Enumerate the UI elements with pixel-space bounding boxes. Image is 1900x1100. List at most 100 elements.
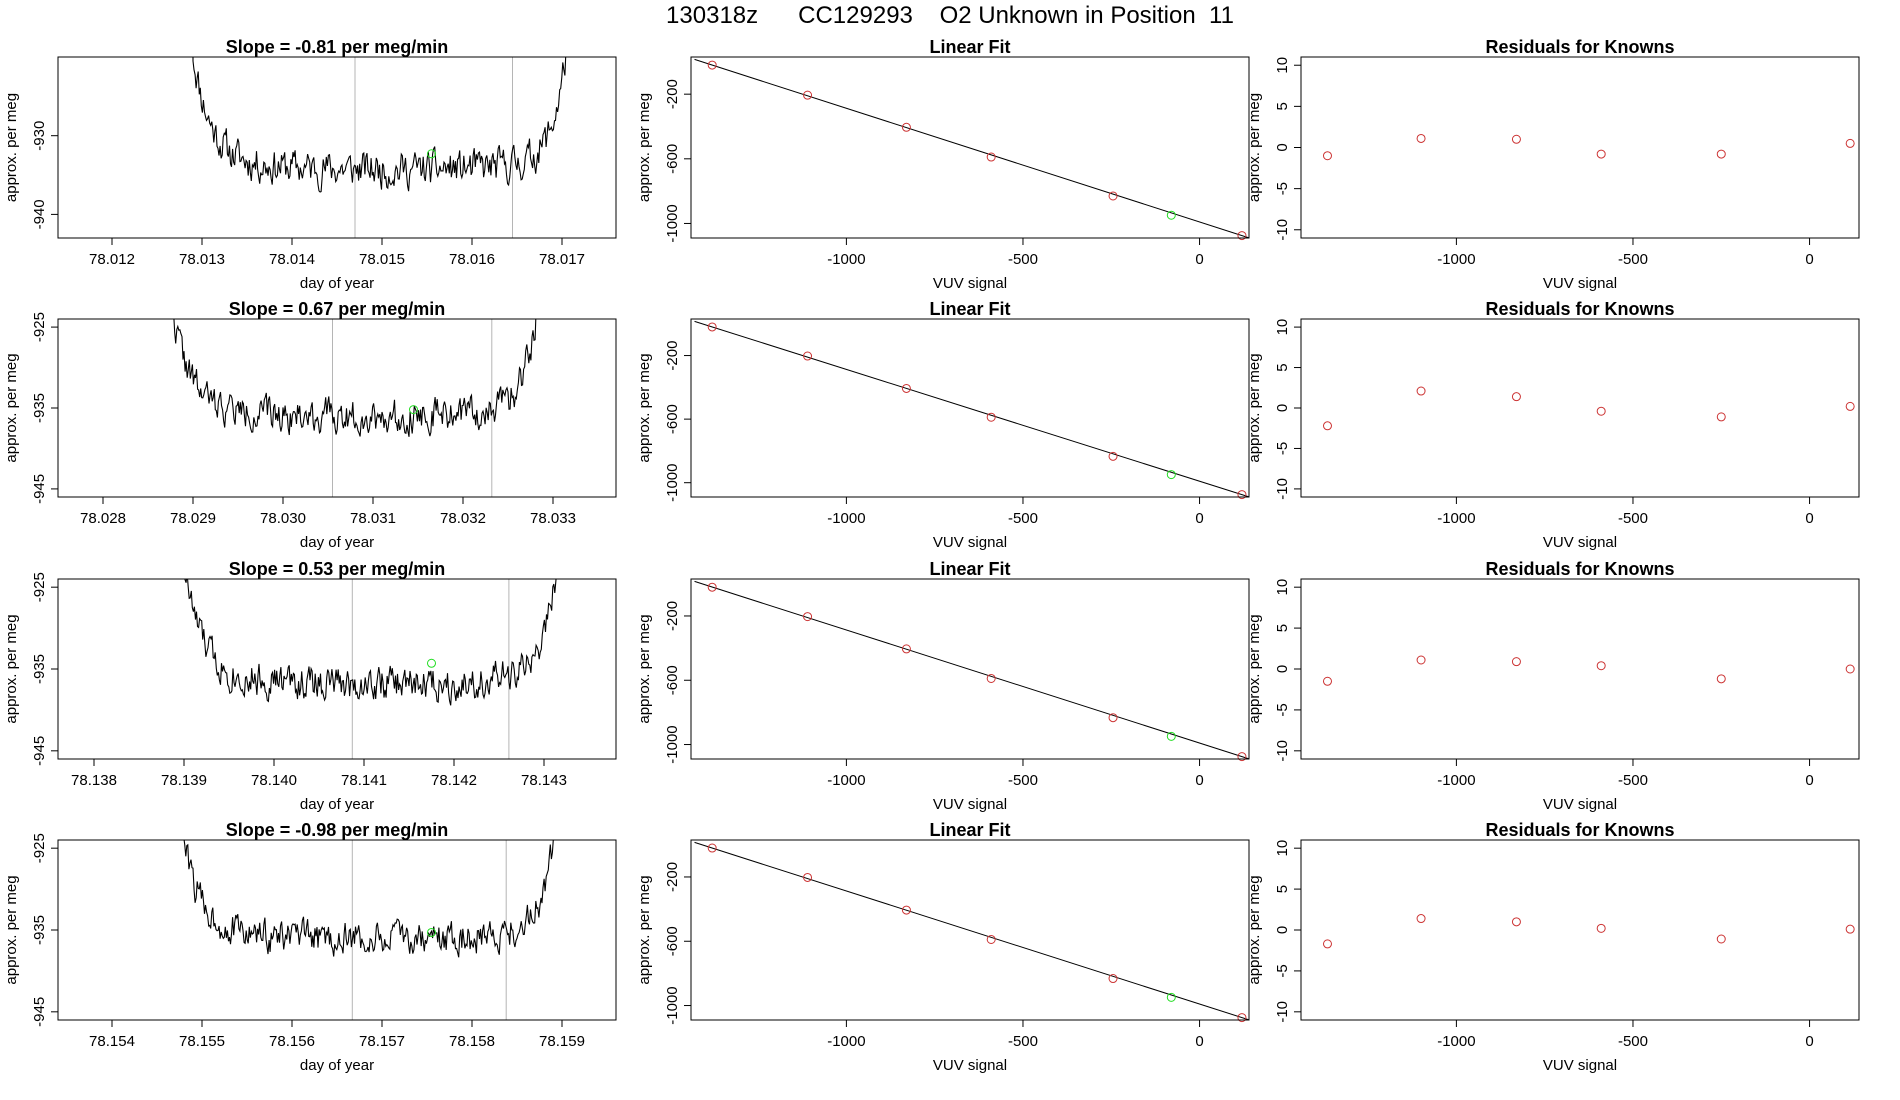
plot-frame	[57, 56, 617, 239]
known-point	[1237, 231, 1247, 241]
x-axis-label: day of year	[300, 275, 374, 292]
x-tick-label: -500	[1008, 1033, 1038, 1050]
unknown-point	[1166, 731, 1176, 741]
panel-title: Slope = -0.81 per meg/min	[226, 37, 449, 57]
x-tick-label: 78.029	[170, 510, 216, 527]
known-point	[901, 122, 911, 132]
x-tick-label: 78.012	[89, 251, 135, 268]
fit-panel: Linear Fit VUV signal approx. per meg -1000…	[636, 37, 1250, 292]
residuals-panel: Residuals for Knowns VUV signal approx. pe…	[1246, 559, 1860, 813]
residual-point	[1511, 134, 1521, 144]
trace-line	[184, 579, 557, 706]
x-tick-label: 78.158	[449, 1033, 495, 1050]
y-tick-label: 0	[1274, 665, 1291, 673]
x-tick-label: -1000	[827, 772, 865, 789]
y-tick-label: -600	[664, 926, 681, 956]
fit-panel: Linear Fit VUV signal approx. per meg -1000…	[636, 559, 1250, 813]
x-tick-label: 78.015	[359, 251, 405, 268]
known-point	[901, 383, 911, 393]
plot-frame	[1300, 318, 1860, 498]
x-tick-label: 78.013	[179, 251, 225, 268]
trace-panel: Slope = -0.98 per meg/min day of year appr…	[3, 820, 617, 1074]
y-axis-label: approx. per meg	[1246, 614, 1263, 723]
y-tick-label: -930	[31, 121, 48, 151]
known-point	[1237, 1013, 1247, 1023]
plot-frame	[690, 839, 1250, 1021]
residual-point	[1845, 401, 1855, 411]
x-axis-label: VUV signal	[933, 796, 1007, 813]
x-tick-label: 78.138	[71, 772, 117, 789]
residual-point	[1322, 676, 1332, 686]
unknown-marker	[427, 658, 436, 668]
x-tick-label: -500	[1008, 772, 1038, 789]
known-point	[901, 905, 911, 915]
residual-point	[1416, 133, 1426, 143]
residual-point	[1845, 924, 1855, 934]
y-tick-label: -200	[664, 79, 681, 109]
residual-point	[1596, 149, 1606, 159]
x-tick-label: -1000	[827, 1033, 865, 1050]
y-axis-label: approx. per meg	[3, 614, 20, 723]
unknown-marker	[409, 405, 418, 415]
x-axis-label: VUV signal	[1543, 796, 1617, 813]
y-axis-label: approx. per meg	[1246, 353, 1263, 462]
y-tick-label: 0	[1274, 926, 1291, 934]
y-tick-label: 5	[1274, 102, 1291, 110]
fit-line	[694, 841, 1250, 1021]
residual-point	[1596, 661, 1606, 671]
fit-line	[694, 58, 1250, 239]
panel-title: Slope = -0.98 per meg/min	[226, 820, 449, 840]
y-tick-label: 0	[1274, 404, 1291, 412]
y-axis-label: approx. per meg	[1246, 93, 1263, 202]
x-tick-label: 78.028	[80, 510, 126, 527]
x-tick-label: 78.140	[251, 772, 297, 789]
x-axis-label: VUV signal	[933, 275, 1007, 292]
plot-frame	[1300, 839, 1860, 1021]
x-axis-label: day of year	[300, 796, 374, 813]
x-tick-label: 78.154	[89, 1033, 135, 1050]
x-tick-label: 0	[1805, 510, 1813, 527]
x-axis-label: day of year	[300, 1057, 374, 1074]
x-tick-label: -1000	[1437, 772, 1475, 789]
x-tick-label: 0	[1805, 1033, 1813, 1050]
x-tick-label: -1000	[1437, 1033, 1475, 1050]
y-tick-label: -935	[31, 654, 48, 684]
y-tick-label: -5	[1274, 964, 1291, 977]
x-axis-label: VUV signal	[1543, 275, 1617, 292]
x-tick-label: 0	[1805, 251, 1813, 268]
x-tick-label: -500	[1618, 1033, 1648, 1050]
y-axis-label: approx. per meg	[3, 93, 20, 202]
panel-title: Linear Fit	[929, 299, 1010, 319]
residual-point	[1596, 406, 1606, 416]
residual-point	[1511, 917, 1521, 927]
y-axis-label: approx. per meg	[3, 875, 20, 984]
known-point	[803, 612, 813, 622]
fit-line	[694, 580, 1250, 760]
y-tick-label: -10	[1274, 478, 1291, 500]
y-axis-label: approx. per meg	[636, 353, 653, 462]
trace-line	[192, 57, 567, 193]
y-axis-label: approx. per meg	[636, 93, 653, 202]
x-tick-label: 0	[1195, 510, 1203, 527]
y-tick-label: -200	[664, 341, 681, 371]
panel-title: Linear Fit	[929, 559, 1010, 579]
y-axis-label: approx. per meg	[1246, 875, 1263, 984]
residual-point	[1511, 657, 1521, 667]
fit-panel: Linear Fit VUV signal approx. per meg -1000…	[636, 299, 1250, 551]
residual-point	[1322, 421, 1332, 431]
y-tick-label: -1000	[664, 464, 681, 502]
y-tick-label: 5	[1274, 363, 1291, 371]
y-tick-label: -925	[31, 572, 48, 602]
x-tick-label: -1000	[1437, 510, 1475, 527]
x-tick-label: -500	[1008, 510, 1038, 527]
y-tick-label: -5	[1274, 703, 1291, 716]
known-point	[1108, 191, 1118, 201]
panel-title: Linear Fit	[929, 820, 1010, 840]
unknown-point	[1166, 470, 1176, 480]
x-tick-label: 78.155	[179, 1033, 225, 1050]
known-point	[986, 412, 996, 422]
plot-frame	[1300, 56, 1860, 239]
panel-title: Residuals for Knowns	[1485, 299, 1674, 319]
y-tick-label: -5	[1274, 442, 1291, 455]
